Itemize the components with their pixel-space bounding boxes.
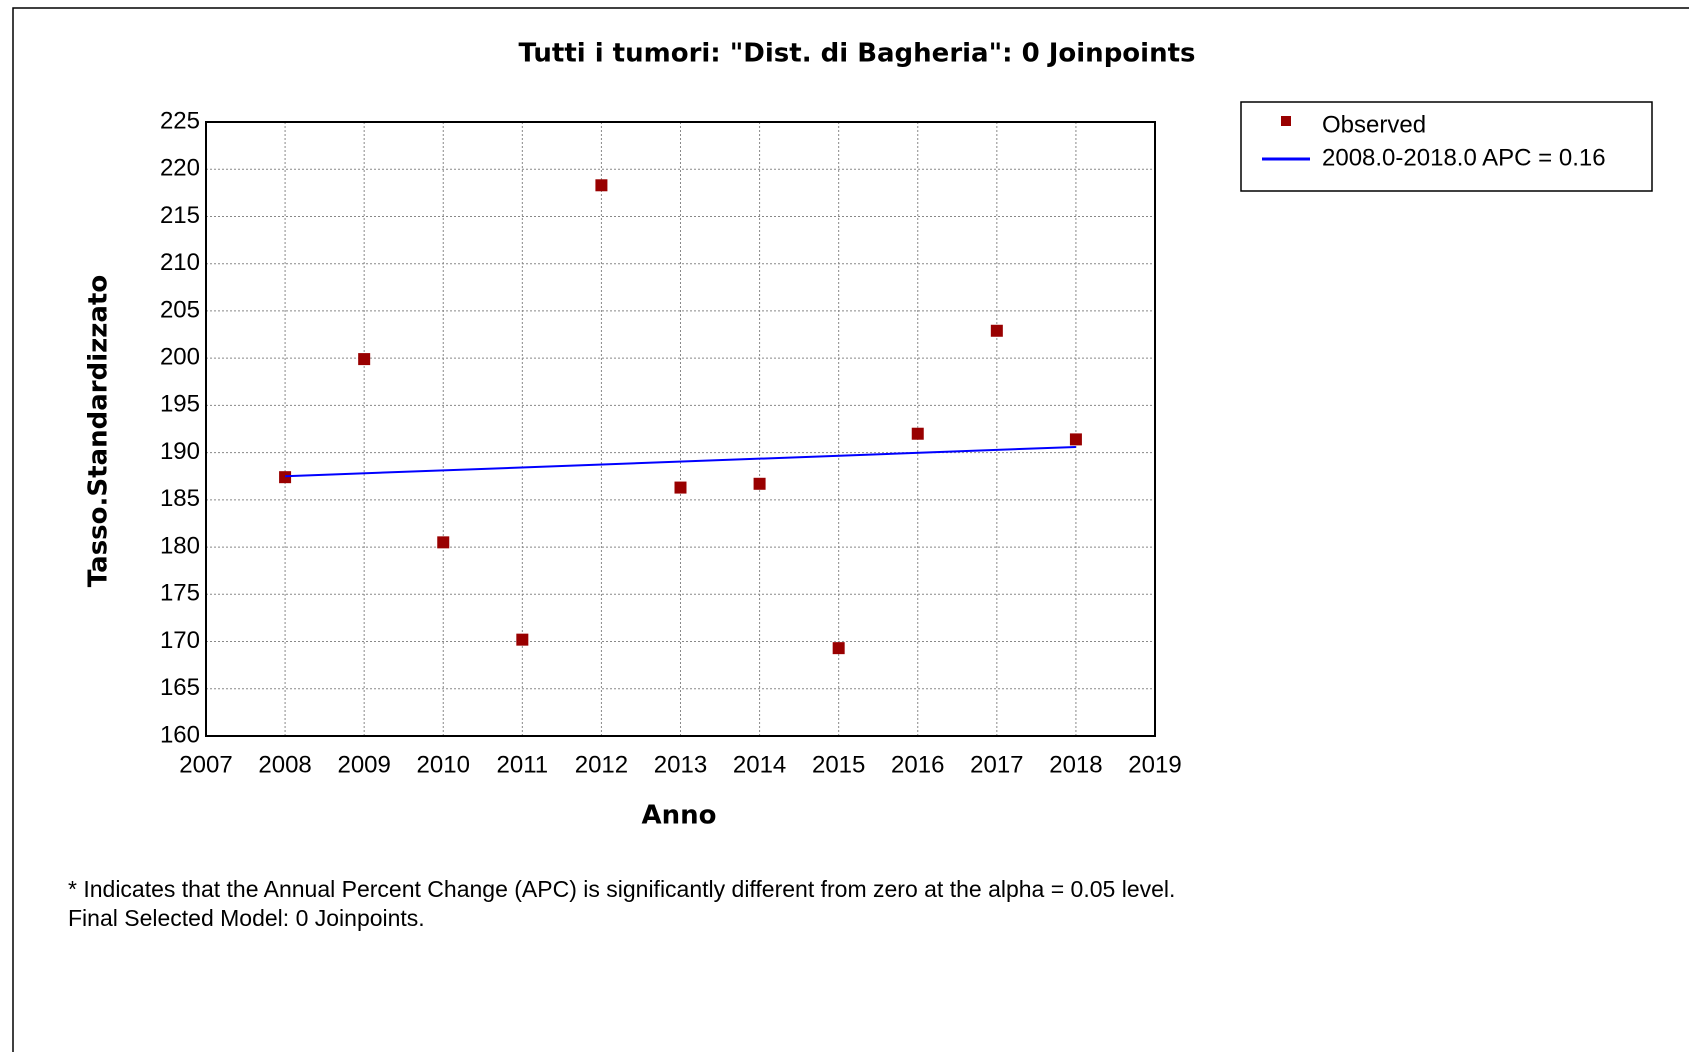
y-tick-label: 205 — [160, 296, 200, 323]
chart-title: Tutti i tumori: "Dist. di Bagheria": 0 J… — [519, 39, 1196, 69]
point — [674, 481, 687, 494]
y-tick-label: 180 — [160, 532, 200, 559]
y-tick-label: 215 — [160, 202, 200, 229]
y-tick-label: 225 — [160, 107, 200, 134]
x-tick-label: 2019 — [1128, 751, 1181, 778]
point — [595, 179, 608, 192]
point — [437, 536, 450, 549]
x-tick-label: 2009 — [337, 751, 390, 778]
point — [911, 427, 924, 440]
y-tick-label: 170 — [160, 627, 200, 654]
x-tick-label: 2011 — [497, 751, 549, 778]
y-tick-label: 210 — [160, 249, 200, 276]
footnote: Final Selected Model: 0 Joinpoints. — [68, 905, 425, 931]
y-tick-label: 195 — [160, 391, 200, 418]
legend-box — [1240, 101, 1653, 192]
x-tick-label: 2018 — [1049, 751, 1102, 778]
y-tick-label: 175 — [160, 580, 200, 607]
footnote: * Indicates that the Annual Percent Chan… — [68, 876, 1175, 902]
y-tick-label: 190 — [160, 438, 200, 465]
point — [279, 471, 292, 484]
y-tick-label: 220 — [160, 155, 200, 182]
x-tick-label: 2014 — [733, 751, 786, 778]
plot-area — [205, 121, 1156, 737]
x-tick-label: 2016 — [891, 751, 944, 778]
frame — [12, 7, 1689, 1052]
point — [358, 353, 371, 366]
x-tick-label: 2013 — [654, 751, 707, 778]
x-tick-label: 2012 — [575, 751, 628, 778]
x-tick-label: 2008 — [258, 751, 311, 778]
x-tick-label: 2015 — [812, 751, 865, 778]
point — [516, 633, 529, 646]
point — [832, 642, 845, 655]
point — [1069, 433, 1082, 446]
y-axis-label: Tasso.Standardizzato — [84, 275, 114, 587]
point — [990, 324, 1003, 337]
point — [753, 477, 766, 490]
y-tick-label: 200 — [160, 343, 200, 370]
x-tick-label: 2007 — [179, 751, 232, 778]
y-tick-label: 165 — [160, 674, 200, 701]
x-tick-label: 2010 — [417, 751, 470, 778]
x-axis-label: Anno — [641, 801, 716, 831]
x-tick-label: 2017 — [970, 751, 1023, 778]
legend-label: Observed — [1322, 111, 1426, 138]
fit-line — [285, 445, 1076, 478]
y-tick-label: 185 — [160, 485, 200, 512]
legend-swatch — [1281, 116, 1291, 126]
y-tick-label: 160 — [160, 721, 200, 748]
legend-label: 2008.0-2018.0 APC = 0.16 — [1322, 144, 1606, 171]
